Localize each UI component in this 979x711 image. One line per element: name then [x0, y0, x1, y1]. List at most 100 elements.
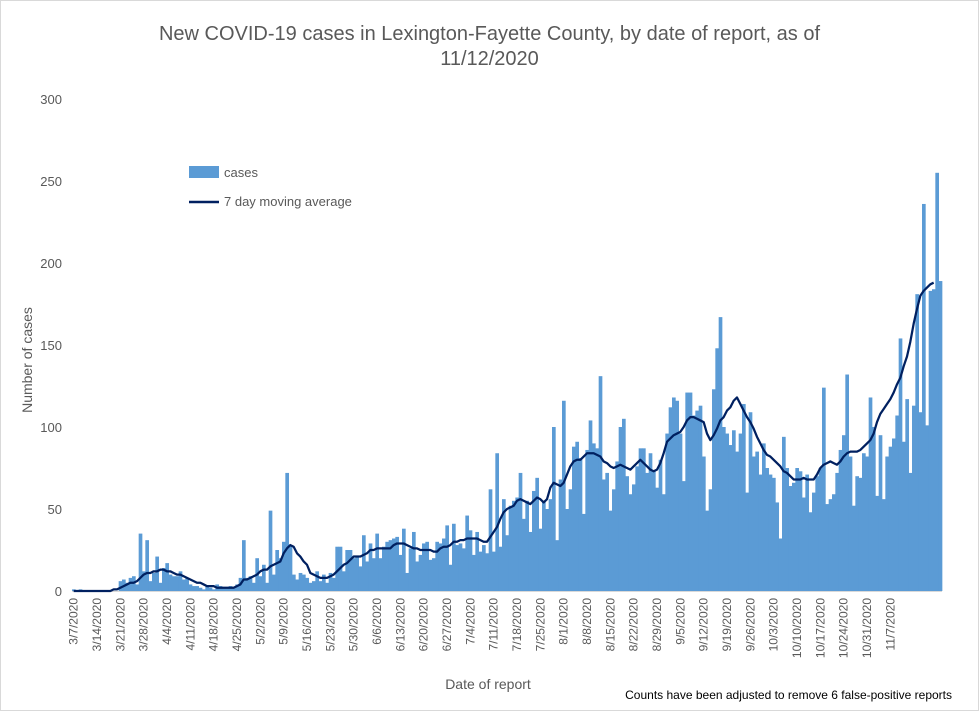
- bar-cases: [415, 561, 420, 591]
- bar-cases: [542, 500, 546, 591]
- bar-cases: [128, 577, 133, 591]
- bar-cases: [352, 558, 356, 591]
- bar-cases: [528, 531, 533, 591]
- bar-cases: [478, 551, 483, 591]
- x-tick-label: 5/23/2020: [323, 598, 337, 652]
- bars-group: [72, 172, 943, 592]
- bar-cases: [452, 523, 456, 591]
- bar-cases: [365, 561, 370, 591]
- bar-cases: [578, 458, 583, 591]
- bar-cases: [245, 577, 250, 591]
- bar-cases: [458, 543, 463, 591]
- y-tick-label: 0: [55, 584, 62, 599]
- bar-cases: [612, 489, 616, 591]
- bar-cases: [678, 433, 683, 591]
- bar-cases: [712, 389, 716, 591]
- bar-cases: [652, 471, 656, 591]
- bar-cases: [885, 456, 890, 591]
- bar-cases: [832, 494, 836, 591]
- bar-cases: [362, 535, 366, 591]
- footnote: Counts have been adjusted to remove 6 fa…: [625, 688, 952, 702]
- bar-cases: [845, 374, 850, 591]
- bar-cases: [268, 510, 273, 591]
- bar-cases: [682, 481, 686, 591]
- bar-cases: [532, 490, 536, 591]
- bar-cases: [345, 550, 350, 591]
- bar-cases: [395, 536, 400, 591]
- bar-cases: [852, 505, 856, 591]
- bar-cases: [892, 438, 896, 591]
- bar-cases: [898, 338, 903, 591]
- bar-cases: [258, 576, 263, 591]
- bar-cases: [492, 551, 496, 591]
- bar-cases: [498, 546, 503, 591]
- x-tick-label: 3/28/2020: [137, 598, 151, 652]
- bar-cases: [828, 499, 833, 591]
- bar-cases: [428, 559, 433, 591]
- y-tick-label: 100: [40, 420, 62, 435]
- x-tick-label: 5/9/2020: [277, 598, 291, 645]
- bar-cases: [798, 471, 803, 591]
- bar-cases: [225, 587, 230, 591]
- bar-cases: [705, 510, 710, 591]
- bar-cases: [475, 531, 480, 591]
- x-tick-label: 8/8/2020: [580, 598, 594, 645]
- bar-cases: [182, 579, 186, 591]
- bar-cases: [198, 587, 203, 591]
- bar-cases: [735, 451, 740, 591]
- bar-cases: [295, 579, 300, 591]
- bar-cases: [372, 558, 376, 591]
- bar-cases: [788, 486, 793, 591]
- bar-cases: [775, 502, 780, 591]
- bar-cases: [768, 474, 773, 591]
- bar-cases: [448, 564, 453, 591]
- bar-cases: [412, 531, 416, 591]
- x-tick-label: 7/25/2020: [533, 598, 547, 652]
- bar-cases: [335, 546, 340, 591]
- bar-cases: [512, 500, 516, 591]
- bar-cases: [815, 476, 820, 591]
- bar-cases: [278, 558, 283, 591]
- bar-cases: [312, 581, 316, 591]
- bar-cases: [925, 425, 930, 591]
- bar-cases: [812, 492, 816, 591]
- bar-cases: [878, 435, 883, 591]
- bar-cases: [348, 550, 353, 591]
- y-tick-label: 200: [40, 256, 62, 271]
- bar-cases: [658, 459, 663, 591]
- bar-cases: [672, 397, 676, 591]
- bar-cases: [285, 472, 290, 591]
- bar-cases: [568, 489, 573, 591]
- bar-cases: [408, 548, 413, 591]
- bar-cases: [585, 449, 590, 591]
- bar-cases: [938, 281, 943, 591]
- bar-cases: [505, 535, 510, 591]
- bar-cases: [178, 571, 183, 591]
- bar-cases: [868, 397, 873, 591]
- x-tick-label: 9/26/2020: [743, 598, 757, 652]
- bar-cases: [125, 582, 130, 591]
- bar-cases: [302, 574, 306, 591]
- bar-cases: [272, 574, 276, 591]
- bar-cases: [168, 574, 173, 591]
- bar-cases: [855, 476, 860, 591]
- bar-cases: [375, 533, 380, 591]
- bar-cases: [872, 427, 876, 591]
- bar-cases: [848, 456, 853, 591]
- bar-cases: [138, 533, 143, 591]
- chart-title-line-2: 11/12/2020: [440, 48, 539, 70]
- bar-cases: [242, 540, 246, 591]
- bar-cases: [702, 456, 706, 591]
- bar-cases: [378, 558, 383, 591]
- bar-cases: [608, 510, 613, 591]
- moving-average-group: [73, 281, 935, 593]
- bar-cases: [802, 497, 806, 591]
- bar-cases: [695, 410, 700, 591]
- bar-cases: [918, 412, 923, 591]
- bar-cases: [388, 540, 393, 591]
- bar-cases: [635, 466, 640, 591]
- bar-cases: [842, 435, 846, 591]
- bar-cases: [902, 441, 906, 591]
